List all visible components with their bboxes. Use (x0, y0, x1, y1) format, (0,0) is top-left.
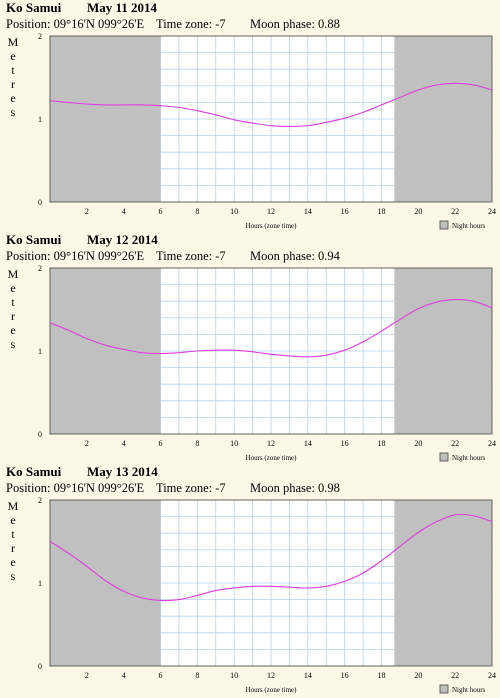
tide-panel: Ko Samui May 13 2014 Position: 09°16'N 099… (0, 464, 500, 696)
timezone-text: Time zone: -7 (156, 17, 226, 31)
timezone-text: Time zone: -7 (156, 481, 226, 495)
tide-curve (49, 82, 493, 128)
chart-date: May 12 2014 (87, 232, 158, 247)
y-tick-label: 2 (38, 496, 42, 505)
legend-swatch (439, 220, 449, 230)
x-tick-label: 18 (378, 671, 386, 680)
x-tick-label: 20 (414, 207, 422, 216)
y-tick-label: 0 (38, 662, 42, 671)
x-tick-label: 16 (341, 671, 349, 680)
x-tick-label: 12 (267, 671, 275, 680)
tide-panel: Ko Samui May 12 2014 Position: 09°16'N 099… (0, 232, 500, 464)
plot-frame (49, 267, 493, 435)
x-tick-label: 14 (304, 439, 312, 448)
chart-date: May 11 2014 (87, 0, 158, 15)
plot-frame (49, 499, 493, 667)
x-tick-label: 10 (230, 671, 238, 680)
x-tick-label: 12 (267, 207, 275, 216)
x-tick-label: 8 (195, 671, 199, 680)
y-tick-label: 1 (38, 115, 42, 124)
x-tick-label: 6 (159, 207, 163, 216)
x-tick-label: 16 (341, 439, 349, 448)
night-band-overlay (50, 500, 161, 666)
x-tick-label: 20 (414, 671, 422, 680)
y-tick-label: 1 (38, 347, 42, 356)
x-tick-label: 6 (159, 671, 163, 680)
x-tick-label: 18 (378, 207, 386, 216)
x-axis-label: Hours (zone time) (246, 222, 298, 230)
location-title: Ko Samui (6, 232, 62, 247)
y-tick-label: 1 (38, 579, 42, 588)
legend-swatch (439, 452, 449, 462)
x-tick-label: 2 (85, 671, 89, 680)
chart-heading: Ko Samui May 11 2014 (6, 0, 157, 16)
moon-phase-text: Moon phase: 0.88 (250, 17, 340, 31)
legend-label: Night hours (452, 686, 486, 694)
tide-curve (49, 298, 493, 358)
x-tick-label: 10 (230, 207, 238, 216)
legend-swatch (439, 684, 449, 694)
x-tick-label: 2 (85, 439, 89, 448)
tide-panel: Ko Samui May 11 2014 Position: 09°16'N 099… (0, 0, 500, 232)
location-title: Ko Samui (6, 0, 62, 15)
timezone-text: Time zone: -7 (156, 249, 226, 263)
night-band-overlay (50, 268, 161, 434)
chart-heading: Ko Samui May 12 2014 (6, 232, 158, 248)
legend-label: Night hours (452, 222, 486, 230)
x-tick-label: 20 (414, 439, 422, 448)
x-tick-label: 4 (122, 439, 126, 448)
y-tick-label: 2 (38, 264, 42, 273)
x-tick-label: 18 (378, 439, 386, 448)
x-tick-label: 22 (451, 439, 459, 448)
x-tick-label: 14 (304, 671, 312, 680)
x-tick-label: 22 (451, 207, 459, 216)
moon-phase-text: Moon phase: 0.98 (250, 481, 340, 495)
y-tick-label: 2 (38, 32, 42, 41)
legend-label: Night hours (452, 454, 486, 462)
x-tick-label: 16 (341, 207, 349, 216)
y-tick-label: 0 (38, 430, 42, 439)
x-tick-label: 24 (488, 207, 496, 216)
x-tick-label: 22 (451, 671, 459, 680)
plot-frame (49, 35, 493, 203)
x-axis-label: Hours (zone time) (246, 454, 298, 462)
x-tick-label: 2 (85, 207, 89, 216)
chart-heading: Ko Samui May 13 2014 (6, 464, 158, 480)
x-axis-label: Hours (zone time) (246, 686, 298, 694)
x-tick-label: 4 (122, 207, 126, 216)
location-title: Ko Samui (6, 464, 62, 479)
x-tick-label: 14 (304, 207, 312, 216)
chart-date: May 13 2014 (87, 464, 158, 479)
night-band-overlay (50, 36, 161, 202)
position-text: Position: 09°16'N 099°26'E (6, 249, 145, 263)
y-tick-label: 0 (38, 198, 42, 207)
night-band-overlay (394, 500, 492, 666)
x-tick-label: 8 (195, 207, 199, 216)
night-band-overlay (394, 268, 492, 434)
tide-curve (49, 513, 493, 602)
x-tick-label: 4 (122, 671, 126, 680)
position-text: Position: 09°16'N 099°26'E (6, 481, 145, 495)
x-tick-label: 12 (267, 439, 275, 448)
position-text: Position: 09°16'N 099°26'E (6, 17, 145, 31)
x-tick-label: 8 (195, 439, 199, 448)
x-tick-label: 24 (488, 439, 496, 448)
x-tick-label: 6 (159, 439, 163, 448)
x-tick-label: 24 (488, 671, 496, 680)
moon-phase-text: Moon phase: 0.94 (250, 249, 340, 263)
night-band-overlay (394, 36, 492, 202)
x-tick-label: 10 (230, 439, 238, 448)
